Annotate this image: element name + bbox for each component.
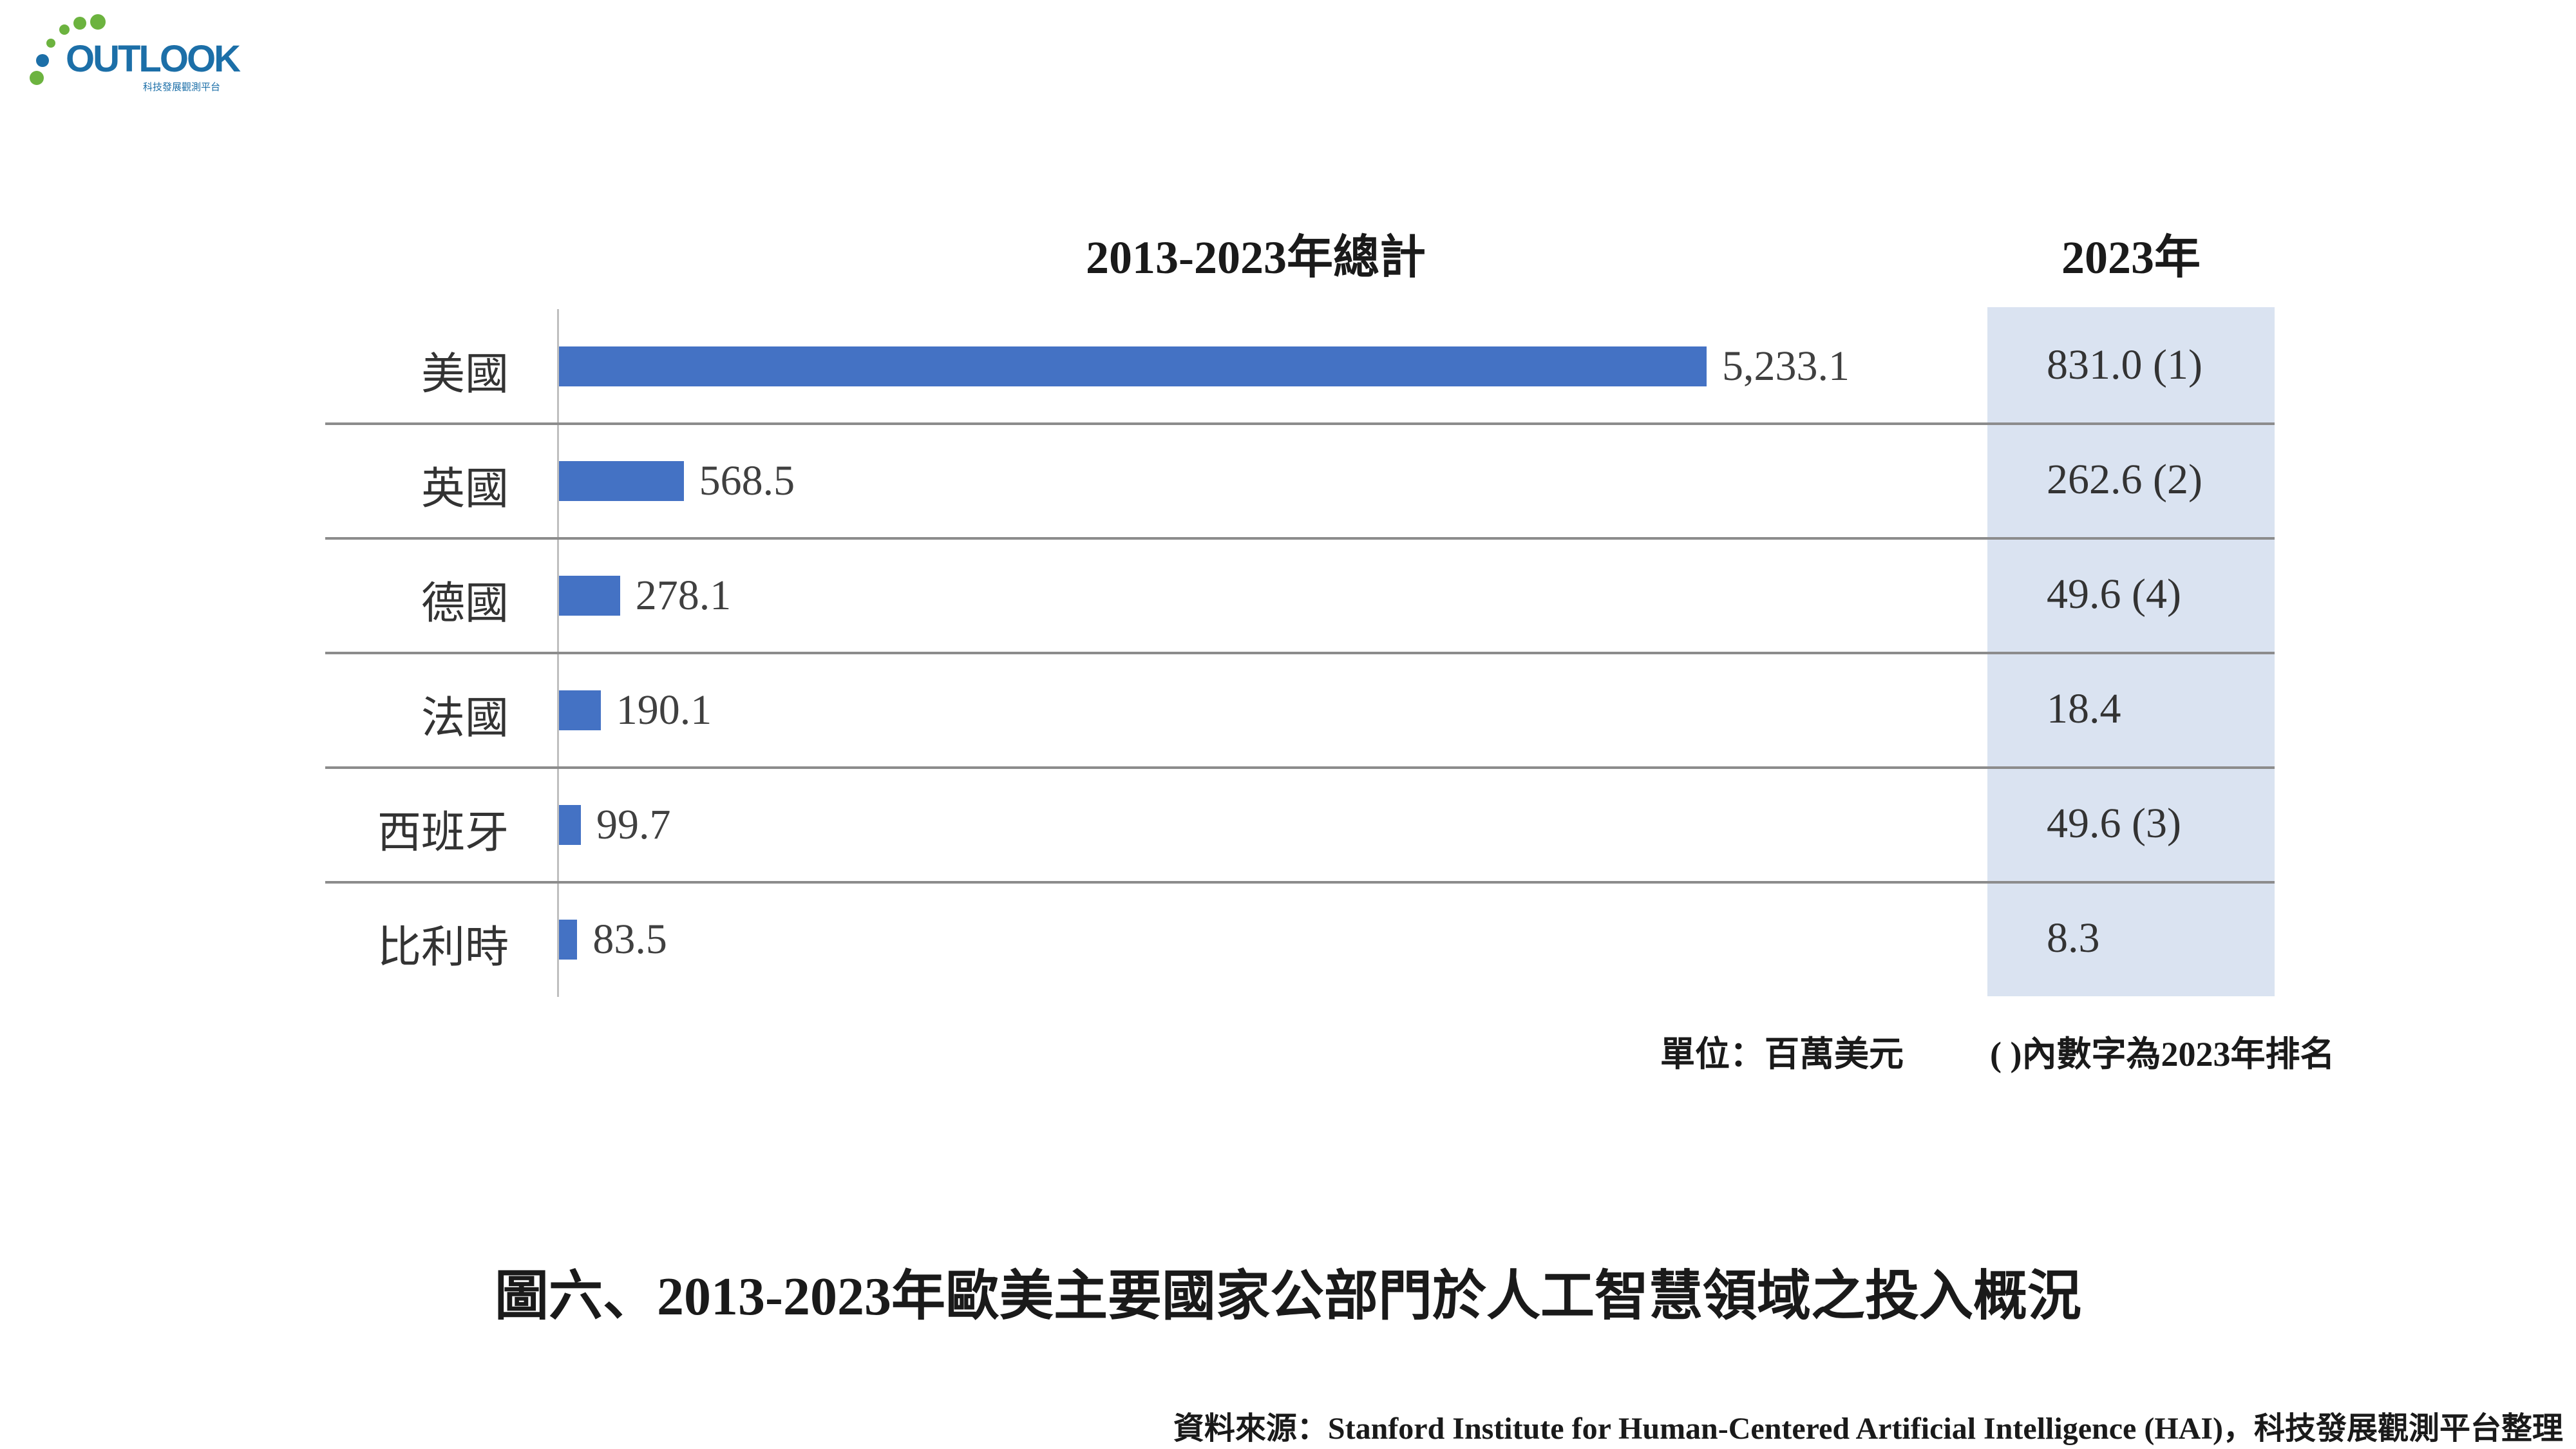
value-2023-label: 49.6 (3)	[2047, 800, 2181, 847]
bar	[559, 690, 601, 730]
value-2023-label: 18.4	[2047, 685, 2121, 732]
category-label: 美國	[421, 349, 509, 400]
row-divider	[325, 881, 2275, 884]
row-divider	[325, 537, 2275, 540]
header-total: 2013-2023年總計	[1086, 232, 1426, 283]
row-divider	[325, 422, 2275, 425]
bar	[559, 576, 620, 616]
source-note: 資料來源：Stanford Institute for Human-Center…	[1173, 1412, 2563, 1446]
category-label: 法國	[421, 693, 509, 744]
bar	[559, 346, 1707, 386]
value-label: 278.1	[635, 572, 732, 619]
row-divider	[325, 766, 2275, 769]
value-label: 190.1	[616, 687, 712, 734]
rank-note: ( )內數字為2023年排名	[1990, 1035, 2335, 1074]
value-2023-label: 8.3	[2047, 914, 2100, 961]
value-label: 568.5	[699, 457, 795, 504]
category-label: 德國	[421, 578, 509, 629]
bar	[559, 920, 578, 960]
value-2023-label: 831.0 (1)	[2047, 341, 2202, 388]
category-label: 英國	[421, 464, 509, 515]
value-label: 99.7	[596, 801, 671, 848]
logo-word: OUTLOOK	[66, 38, 241, 80]
value-2023-label: 49.6 (4)	[2047, 571, 2181, 618]
value-label: 5,233.1	[1722, 343, 1850, 390]
header-year: 2023年	[2061, 232, 2201, 283]
category-label: 比利時	[377, 922, 509, 973]
logo-subtitle: 科技發展觀測平台	[143, 81, 221, 93]
bar	[559, 461, 684, 501]
figure-caption: 圖六、2013-2023年歐美主要國家公部門於人工智慧領域之投入概況	[495, 1267, 2081, 1327]
unit-note: 單位：百萬美元	[1660, 1034, 1904, 1074]
value-label: 83.5	[592, 916, 667, 963]
value-2023-label: 262.6 (2)	[2047, 456, 2202, 503]
category-label: 西班牙	[377, 808, 509, 858]
row-divider	[325, 652, 2275, 654]
bar	[559, 805, 581, 845]
logo: OUTLOOK 科技發展觀測平台	[21, 12, 252, 93]
